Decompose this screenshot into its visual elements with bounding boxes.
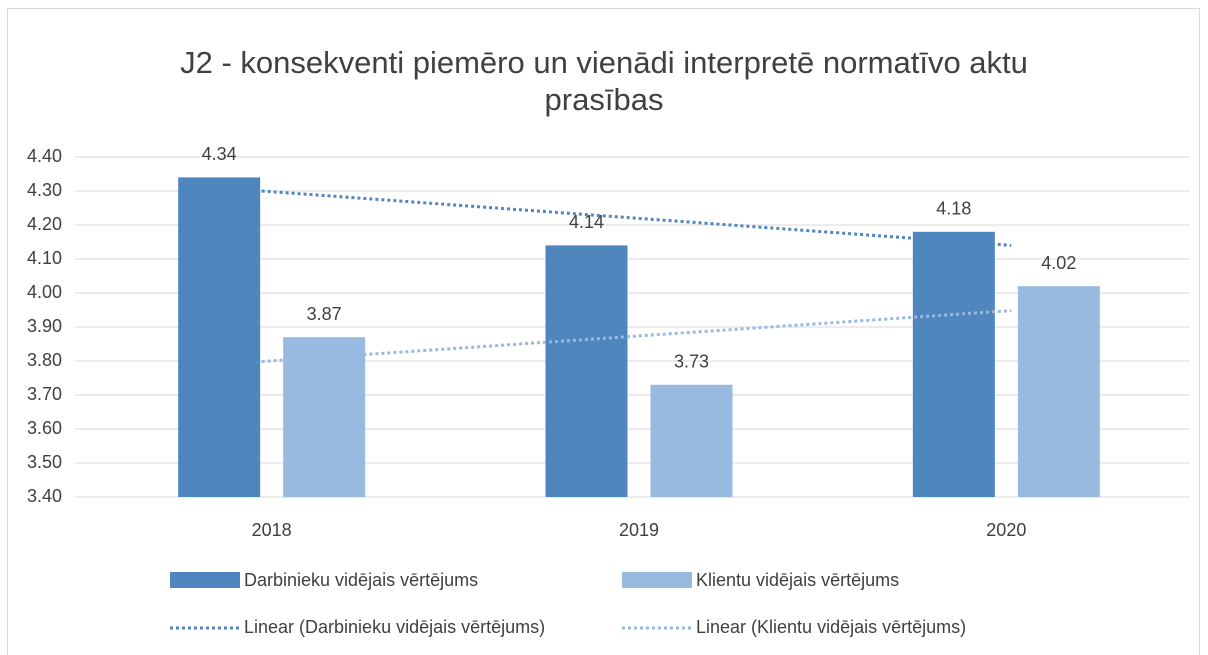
x-tick-label: 2018 [252,520,292,540]
bar [650,384,733,497]
data-label: 4.34 [202,144,237,164]
bar [545,245,628,497]
x-tick-label: 2020 [986,520,1026,540]
y-tick-label: 3.60 [27,418,62,438]
legend-label: Klientu vidējais vērtējums [696,570,899,590]
y-tick-label: 4.00 [27,282,62,302]
y-tick-label: 4.20 [27,214,62,234]
bar [912,231,995,498]
legend-swatch [622,572,692,588]
legend-swatch [170,572,240,588]
legend-label: Linear (Klientu vidējais vērtējums) [696,617,966,637]
bar [283,337,366,497]
chart-border [7,8,1200,655]
chart-title: J2 - konsekventi piemēro un vienādi inte… [180,45,1028,117]
data-label: 4.18 [936,199,971,219]
bar [178,177,261,497]
y-tick-label: 4.10 [27,248,62,268]
data-label: 3.87 [307,304,342,324]
data-label: 4.14 [569,212,604,232]
y-tick-label: 3.40 [27,486,62,506]
y-tick-label: 4.40 [27,146,62,166]
legend-label: Darbinieku vidējais vērtējums [244,570,478,590]
trendline [261,309,1012,364]
legend-label: Linear (Darbinieku vidējais vērtējums) [244,617,545,637]
y-tick-label: 3.70 [27,384,62,404]
data-label: 4.02 [1041,253,1076,273]
trendline [261,189,1012,247]
y-tick-label: 3.80 [27,350,62,370]
y-tick-label: 4.30 [27,180,62,200]
x-tick-label: 2019 [619,520,659,540]
bar [1017,286,1100,497]
y-tick-label: 3.50 [27,452,62,472]
data-label: 3.73 [674,352,709,372]
y-tick-label: 3.90 [27,316,62,336]
